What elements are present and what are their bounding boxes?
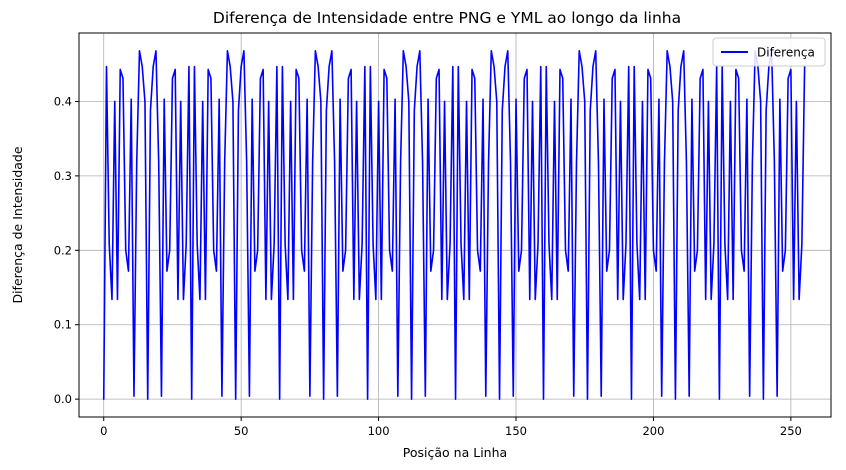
series-layer [102, 50, 806, 400]
plot-frame [78, 32, 832, 418]
x-tick-label: 200 [642, 424, 664, 438]
x-tick-label: 0 [100, 424, 107, 438]
y-tick-label: 0.1 [54, 318, 72, 332]
x-axis: 0 50 100 150 200 250 [100, 417, 802, 438]
y-tick-label: 0.2 [54, 243, 72, 257]
x-tick-label: 100 [368, 424, 390, 438]
x-tick-label: 50 [234, 424, 249, 438]
legend: Diferença [712, 37, 826, 67]
series-line-difference [102, 50, 806, 400]
x-axis-label: Posição na Linha [403, 445, 507, 460]
y-axis: 0.0 0.1 0.2 0.3 0.4 [54, 94, 79, 406]
x-tick-label: 250 [780, 424, 802, 438]
y-axis-label: Diferença de Intensidade [10, 146, 25, 303]
legend-label-difference: Diferença [757, 46, 815, 60]
y-tick-label: 0.3 [54, 169, 72, 183]
legend-box [712, 37, 826, 67]
x-tick-label: 150 [505, 424, 527, 438]
y-tick-label: 0.0 [54, 392, 72, 406]
y-tick-label: 0.4 [54, 94, 72, 108]
chart-title: Diferença de Intensidade entre PNG e YML… [213, 9, 681, 27]
